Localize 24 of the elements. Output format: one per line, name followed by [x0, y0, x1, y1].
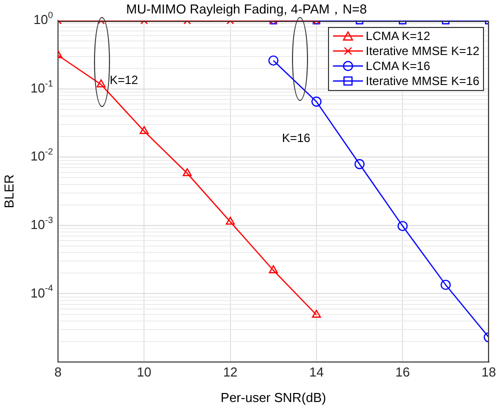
annotation: K=12	[110, 72, 138, 87]
point	[398, 220, 408, 232]
point	[354, 159, 365, 170]
x-tick-label: 16	[395, 364, 410, 380]
point	[268, 55, 278, 66]
y-axis-title: BLER	[1, 174, 16, 208]
point	[226, 216, 235, 225]
point	[440, 280, 451, 290]
x-axis-title: Per-user SNR(dB)	[220, 390, 326, 405]
x-tick-label: 8	[54, 364, 62, 380]
legend-label: LCMA K=16	[366, 58, 430, 74]
chart-title: MU-MIMO Rayleigh Fading, 4-PAM，N=8	[126, 1, 367, 16]
legend-label: Iterative MMSE K=16	[366, 74, 480, 89]
x-tick-label: 14	[309, 364, 324, 380]
point	[182, 168, 192, 176]
point	[311, 96, 322, 107]
x-tick-label: 18	[482, 364, 496, 380]
x-tick-label: 12	[223, 364, 238, 380]
legend-label: Iterative MMSE K=12	[366, 44, 480, 59]
legend-label: LCMA K=12	[366, 28, 430, 44]
point	[268, 265, 278, 274]
annotation: K=16	[282, 130, 310, 145]
point	[312, 310, 321, 318]
x-tick-label: 10	[136, 364, 152, 380]
